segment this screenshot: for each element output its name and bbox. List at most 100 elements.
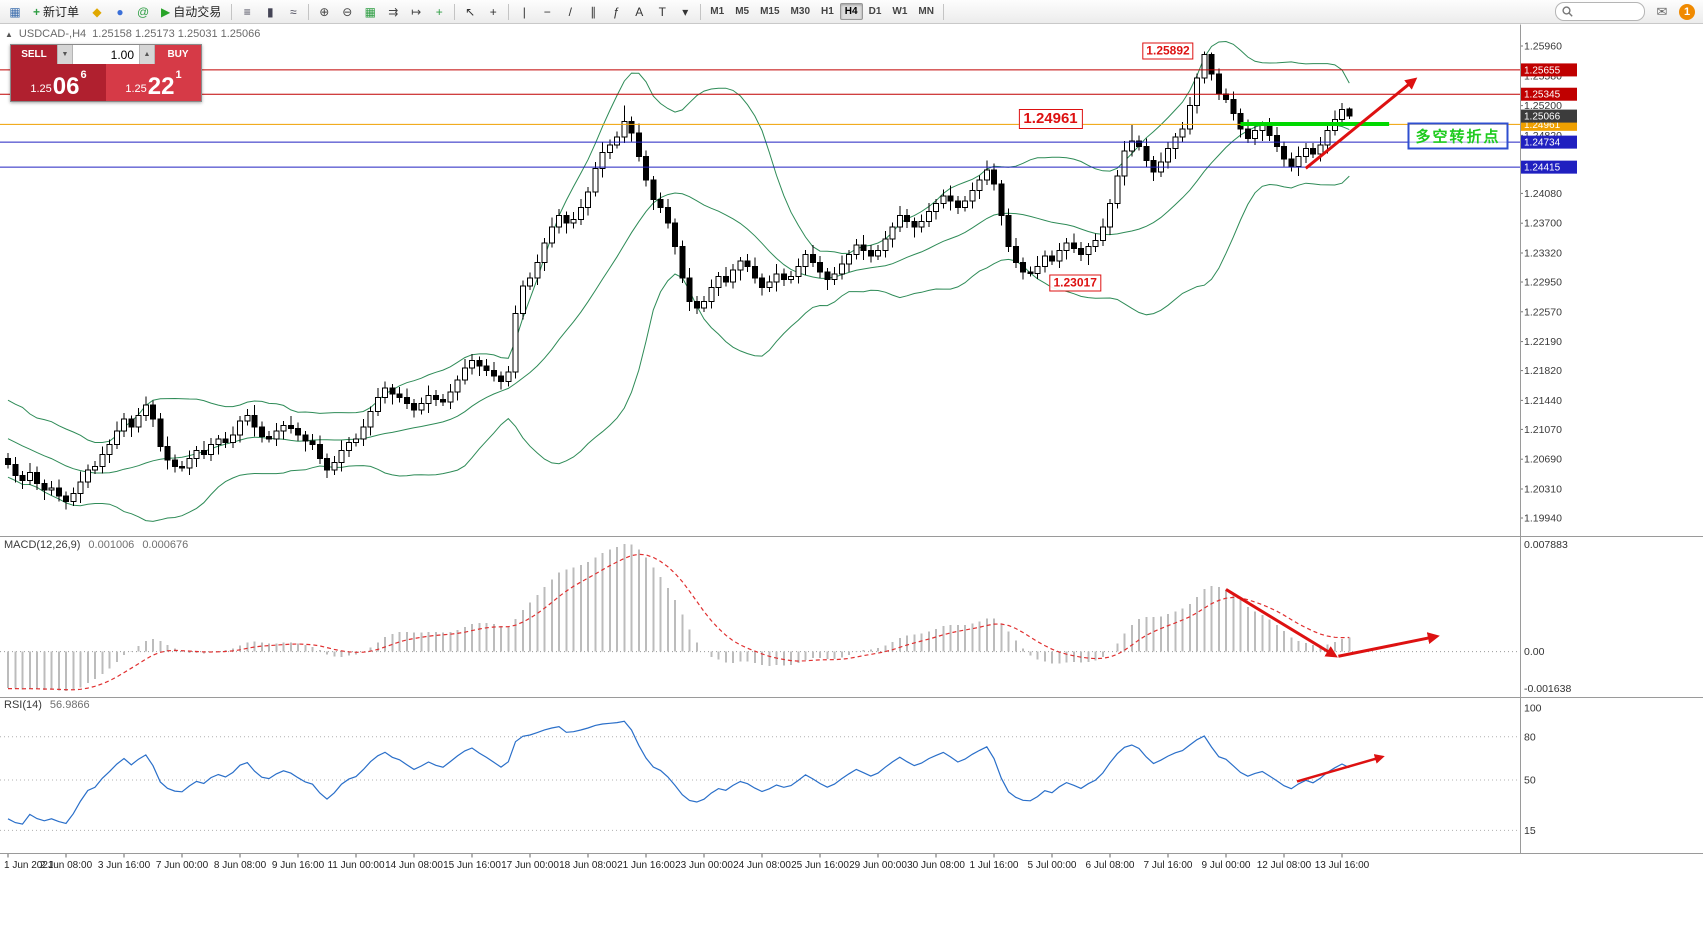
svg-text:1.20690: 1.20690 [1524, 454, 1562, 466]
community-icon[interactable]: @ [136, 4, 150, 19]
svg-text:1.19940: 1.19940 [1524, 512, 1562, 524]
zoom-out-icon[interactable]: ⊖ [342, 4, 353, 19]
toolbar-separator [700, 3, 702, 20]
metaeditor-icon[interactable]: ◆ [92, 4, 102, 19]
horizontal-line-icon[interactable]: − [543, 4, 551, 19]
chart-shift-icon[interactable]: ↦ [411, 4, 422, 19]
trendline-icon[interactable]: / [568, 4, 572, 19]
autotrading-icon: ▶ [161, 4, 171, 19]
svg-text:1.24415: 1.24415 [1524, 163, 1561, 174]
channel-icon[interactable]: ∥ [590, 4, 597, 19]
search-box[interactable] [1555, 2, 1645, 21]
svg-text:1 Jun 2021: 1 Jun 2021 [4, 860, 54, 871]
market-watch-icon[interactable]: ● [116, 4, 124, 19]
line-chart-icon[interactable]: ≈ [289, 4, 297, 19]
fibonacci-icon[interactable]: ƒ [612, 4, 620, 19]
autotrading-button-label: 自动交易 [173, 5, 222, 19]
price-annotation-low[interactable]: 1.23017 [1049, 274, 1101, 292]
timeframe-h4-button[interactable]: H4 [839, 3, 863, 20]
macd-decline-arrow[interactable] [1225, 588, 1338, 658]
candles [5, 51, 1353, 510]
macd-indicator-label: MACD(12,26,9) 0.001006 0.000676 [4, 539, 188, 551]
volume-decrease-button[interactable]: ▼ [57, 45, 73, 64]
candlestick-chart-icon[interactable]: ▮ [266, 4, 274, 19]
timeframe-mn-button[interactable]: MN [918, 6, 934, 17]
bollinger-band [7, 122, 1350, 474]
arrows-dropdown-icon[interactable]: ▾ [682, 4, 689, 19]
rsi-indicator-label: RSI(14) 56.9866 [4, 699, 90, 711]
timeframe-h1-button[interactable]: H1 [821, 6, 834, 17]
timeframe-d1-button[interactable]: D1 [868, 6, 882, 17]
svg-text:0.00: 0.00 [1524, 646, 1545, 658]
rsi-rebound-arrow[interactable] [1296, 754, 1385, 783]
svg-text:17 Jun 00:00: 17 Jun 00:00 [501, 860, 559, 871]
svg-text:23 Jun 00:00: 23 Jun 00:00 [675, 860, 733, 871]
ohlc-values: 1.25158 1.25173 1.25031 1.25066 [92, 28, 261, 40]
svg-text:1.25960: 1.25960 [1524, 41, 1562, 53]
buy-price-big: 22 [147, 73, 175, 101]
sell-button[interactable]: SELL [11, 45, 57, 64]
macd-histogram [7, 544, 1351, 691]
svg-text:1.25066: 1.25066 [1524, 112, 1561, 123]
price-badge [1521, 135, 1577, 149]
notification-badge[interactable]: 1 [1679, 3, 1695, 20]
timeframe-w1-button[interactable]: W1 [892, 6, 908, 17]
svg-text:14 Jun 08:00: 14 Jun 08:00 [385, 860, 443, 871]
timeframe-m15-button[interactable]: M15 [760, 6, 780, 17]
price-annotation-high[interactable]: 1.25892 [1142, 42, 1194, 60]
tile-windows-icon[interactable]: ▦ [364, 4, 376, 19]
volume-input[interactable] [73, 45, 139, 64]
svg-text:30 Jun 08:00: 30 Jun 08:00 [907, 860, 965, 871]
message-icon[interactable]: ✉ [1656, 3, 1668, 19]
new-order-button[interactable]: + 新订单 [27, 1, 85, 22]
one-click-top-row: SELL ▼ ▲ BUY [11, 45, 201, 64]
price-pane [0, 40, 1520, 522]
svg-text:6 Jul 08:00: 6 Jul 08:00 [1086, 860, 1135, 871]
bar-chart-icon[interactable]: ≡ [243, 4, 251, 19]
volume-increase-button[interactable]: ▲ [139, 45, 155, 64]
current-price-badge [1521, 109, 1577, 123]
auto-scroll-icon[interactable]: ⇉ [388, 4, 399, 19]
svg-text:18 Jun 08:00: 18 Jun 08:00 [559, 860, 617, 871]
search-input[interactable] [1576, 4, 1638, 19]
new-order-icon: + [33, 4, 41, 19]
turning-point-annotation[interactable]: 多空转折点 [1407, 122, 1509, 150]
timeframe-m30-button[interactable]: M30 [790, 6, 810, 17]
svg-text:1.22570: 1.22570 [1524, 306, 1562, 318]
svg-text:1.22950: 1.22950 [1524, 276, 1562, 288]
bollinger-band [7, 40, 1350, 443]
price-scale[interactable]: 1.259601.255801.252001.248201.240801.237… [1520, 41, 1577, 837]
buy-price[interactable]: 1.25 22 1 [106, 64, 201, 101]
zoom-in-icon[interactable]: ⊕ [319, 4, 330, 19]
price-annotation-resistance[interactable]: 1.24961 [1018, 108, 1083, 129]
timeframe-m5-button[interactable]: M5 [735, 6, 750, 17]
sell-price[interactable]: 1.25 06 6 [11, 64, 106, 101]
text-icon[interactable]: A [635, 4, 644, 19]
symbol-period-label: USDCAD-,H4 [18, 28, 87, 40]
svg-text:11 Jun 00:00: 11 Jun 00:00 [327, 860, 385, 871]
label-icon[interactable]: T [658, 4, 666, 19]
autotrading-button[interactable]: ▶ 自动交易 [155, 1, 227, 22]
svg-text:80: 80 [1524, 731, 1536, 743]
new-chart-icon[interactable]: ▦ [9, 4, 21, 19]
buy-price-pipette: 1 [175, 69, 182, 81]
svg-text:5 Jul 00:00: 5 Jul 00:00 [1028, 860, 1077, 871]
crosshair-icon[interactable]: + [489, 4, 497, 19]
svg-text:12 Jul 08:00: 12 Jul 08:00 [1257, 860, 1312, 871]
bullish-trend-arrow[interactable] [1304, 77, 1418, 170]
svg-text:1.23700: 1.23700 [1524, 218, 1562, 230]
indicators-icon[interactable]: + [435, 4, 443, 19]
vertical-line-icon[interactable]: | [522, 4, 526, 19]
rsi-line [7, 720, 1350, 825]
rsi-value: 56.9866 [49, 699, 90, 711]
buy-button[interactable]: BUY [155, 45, 201, 64]
collapse-arrow-icon[interactable]: ▲ [5, 29, 13, 39]
cursor-icon[interactable]: ↖ [465, 4, 476, 19]
svg-text:50: 50 [1524, 775, 1536, 787]
timeframe-m1-button[interactable]: M1 [710, 6, 725, 17]
macd-rebound-arrow[interactable] [1338, 632, 1440, 658]
svg-text:9 Jun 16:00: 9 Jun 16:00 [272, 860, 325, 871]
